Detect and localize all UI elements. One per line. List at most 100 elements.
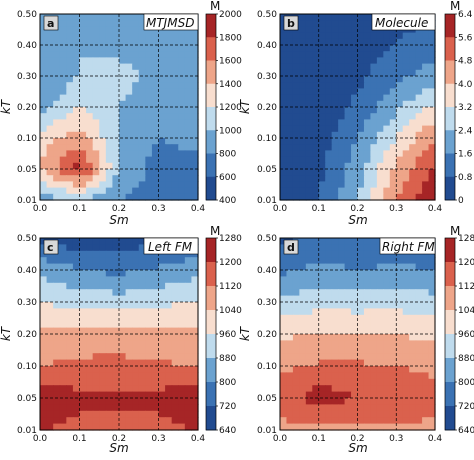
heatmap-cell (178, 57, 186, 65)
heatmap-cell (184, 107, 193, 114)
heatmap-cell (53, 289, 61, 297)
heatmap-cell (105, 257, 114, 265)
heatmap-cell (415, 295, 423, 303)
heatmap-cell (376, 353, 384, 361)
heatmap-cell (383, 327, 391, 335)
heatmap-cell (383, 125, 391, 133)
heatmap-cell (312, 113, 320, 120)
panel-d-label-box (283, 239, 299, 255)
heatmap-cell (171, 372, 179, 380)
heatmap-cell (158, 289, 166, 297)
heatmap-cell (92, 94, 100, 102)
heatmap-cell (112, 282, 120, 290)
heatmap-cell (363, 244, 372, 252)
heatmap-cell (428, 423, 436, 431)
heatmap-cell (422, 366, 430, 373)
heatmap-cell (331, 14, 339, 21)
heatmap-cell (409, 423, 417, 431)
heatmap-cell (53, 150, 61, 158)
heatmap-cell (171, 423, 179, 431)
heatmap-cell (383, 193, 391, 201)
heatmap-cell (383, 263, 391, 271)
heatmap-cell (305, 193, 313, 201)
heatmap-cell (151, 45, 160, 52)
heatmap-cell (119, 69, 127, 77)
heatmap-cell (46, 144, 54, 151)
heatmap-cell (299, 38, 307, 46)
heatmap-cell (184, 385, 193, 393)
heatmap-cell (105, 321, 114, 329)
heatmap-cell (396, 282, 404, 290)
heatmap-cell (99, 321, 107, 329)
colorbar-band (445, 176, 455, 201)
heatmap-cell (299, 51, 307, 58)
colorbar-tick-label: 1400 (219, 80, 242, 90)
heatmap-cell (299, 119, 307, 127)
heatmap-cell (305, 321, 313, 329)
heatmap-cell (344, 82, 352, 89)
heatmap-cell (376, 314, 384, 322)
heatmap-cell (86, 32, 94, 40)
heatmap-cell (312, 385, 320, 393)
heatmap-cell (92, 257, 100, 265)
heatmap-cell (409, 270, 417, 277)
heatmap-cell (280, 20, 288, 27)
heatmap-cell (415, 150, 423, 158)
heatmap-cell (125, 423, 133, 431)
heatmap-cell (409, 181, 417, 189)
heatmap-cell (184, 131, 193, 139)
heatmap-cell (318, 372, 326, 380)
heatmap-cell (191, 289, 199, 297)
heatmap-cell (178, 175, 186, 182)
heatmap-cell (402, 353, 410, 361)
heatmap-cell (292, 187, 300, 195)
heatmap-cell (151, 321, 160, 329)
heatmap-cell (357, 69, 365, 77)
heatmap-cell (92, 14, 100, 21)
heatmap-cell (318, 119, 326, 127)
heatmap-cell (376, 308, 384, 316)
heatmap-cell (351, 20, 359, 27)
heatmap-cell (86, 156, 94, 164)
heatmap-cell (376, 156, 384, 164)
heatmap-cell (158, 76, 166, 83)
heatmap-cell (86, 289, 94, 297)
heatmap-cell (422, 51, 430, 58)
heatmap-cell (145, 289, 153, 297)
heatmap-cell (191, 334, 199, 341)
heatmap-cell (138, 346, 146, 354)
heatmap-cell (312, 100, 320, 108)
heatmap-cell (286, 410, 294, 418)
heatmap-cell (132, 125, 140, 133)
heatmap-cell (280, 353, 288, 361)
heatmap-cell (119, 302, 127, 309)
heatmap-cell (402, 340, 410, 348)
heatmap-cell (92, 282, 100, 290)
heatmap-cell (171, 187, 179, 195)
heatmap-cell (125, 263, 133, 271)
heatmap-cell (331, 398, 339, 405)
heatmap-cell (151, 138, 160, 145)
heatmap-cell (370, 187, 378, 195)
heatmap-cell (191, 51, 199, 58)
heatmap-cell (351, 131, 359, 139)
heatmap-cell (357, 346, 365, 354)
heatmap-cell (292, 398, 300, 405)
heatmap-cell (428, 308, 436, 316)
heatmap-cell (125, 270, 133, 277)
heatmap-cell (158, 282, 166, 290)
heatmap-cell (402, 88, 410, 96)
x-tick-label: 0.3 (151, 204, 165, 214)
heatmap-cell (119, 250, 127, 258)
heatmap-cell (422, 308, 430, 316)
y-tick-label: 0.20 (257, 103, 277, 113)
heatmap-cell (415, 38, 423, 46)
heatmap-cell (105, 107, 114, 114)
heatmap-cell (415, 138, 423, 145)
heatmap-cell (86, 340, 94, 348)
heatmap-cell (46, 346, 54, 354)
heatmap-cell (409, 353, 417, 361)
heatmap-cell (119, 181, 127, 189)
heatmap-cell (79, 238, 87, 245)
heatmap-cell (396, 144, 404, 151)
